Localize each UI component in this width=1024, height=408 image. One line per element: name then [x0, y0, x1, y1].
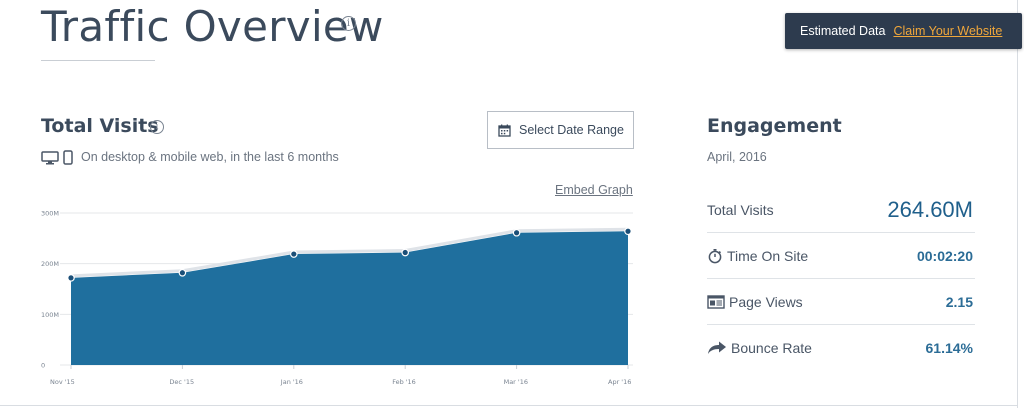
metric-label-time-on-site-group: Time On Site — [707, 248, 808, 264]
device-icons — [41, 150, 73, 165]
engagement-title: Engagement — [707, 115, 842, 137]
data-point — [401, 248, 410, 257]
y-tick-label: 300M — [41, 210, 59, 218]
metric-label-total-visits: Total Visits — [707, 201, 774, 218]
panel-right-border — [1017, 0, 1018, 408]
engagement-date: April, 2016 — [707, 150, 767, 164]
estimated-data-label: Estimated Data — [800, 24, 886, 38]
select-date-range-label: Select Date Range — [519, 123, 624, 137]
metric-row-total-visits: Total Visits 264.60M — [707, 187, 975, 233]
data-point — [624, 227, 632, 236]
claim-website-link[interactable]: Claim Your Website — [893, 24, 1003, 38]
total-visits-info-icon[interactable]: i — [150, 120, 164, 134]
data-point — [67, 274, 75, 282]
y-tick-label: 200M — [41, 260, 59, 268]
metric-value-bounce-rate: 61.14% — [925, 340, 973, 356]
embed-graph-link[interactable]: Embed Graph — [555, 183, 633, 197]
chart-area-layer — [70, 227, 629, 365]
metric-label-page-views-group: Page Views — [707, 294, 803, 310]
estimated-data-banner: Estimated Data Claim Your Website — [785, 13, 1022, 49]
mobile-icon — [63, 150, 73, 165]
chart-points — [67, 227, 632, 282]
x-tick-label: Feb '16 — [392, 378, 416, 386]
stopwatch-icon — [708, 248, 722, 263]
metric-row-time-on-site: Time On Site 00:02:20 — [707, 233, 975, 279]
select-date-range-button[interactable]: Select Date Range — [487, 111, 634, 149]
title-underline — [41, 60, 155, 61]
y-tick-label: 100M — [41, 311, 59, 319]
metric-value-page-views: 2.15 — [945, 293, 973, 310]
metric-label-bounce-rate-group: Bounce Rate — [707, 340, 812, 356]
data-point — [178, 268, 187, 277]
panel-bottom-border — [0, 405, 1018, 406]
metric-row-page-views: Page Views 2.15 — [707, 279, 975, 325]
device-note: On desktop & mobile web, in the last 6 m… — [81, 150, 339, 164]
desktop-icon — [41, 150, 59, 164]
metric-value-total-visits: 264.60M — [887, 196, 973, 222]
x-tick-label: Mar '16 — [504, 378, 528, 386]
calendar-icon — [498, 124, 511, 137]
title-info-icon[interactable]: i — [341, 16, 356, 31]
page-views-icon — [707, 294, 725, 309]
metric-label-page-views: Page Views — [729, 293, 803, 310]
total-visits-title: Total Visits — [41, 115, 159, 137]
total-visits-chart: 0 100M 200M 300M Nov '15 Dec '15 Jan '16 Feb '… — [41, 210, 633, 386]
bounce-arrow-icon — [708, 341, 726, 354]
x-tick-label: Dec '15 — [169, 378, 194, 386]
data-point — [512, 228, 521, 237]
data-point — [289, 250, 298, 258]
metric-label-time-on-site: Time On Site — [727, 247, 809, 264]
metric-row-bounce-rate: Bounce Rate 61.14% — [707, 325, 975, 371]
x-tick-label: Jan '16 — [280, 378, 303, 386]
x-tick-label: Nov '15 — [50, 378, 75, 386]
y-tick-label: 0 — [41, 362, 45, 370]
x-tick-label: Apr '16 — [608, 378, 631, 386]
series-area — [71, 231, 628, 365]
chart-y-ticks: 0 100M 200M 300M — [41, 210, 59, 370]
metric-value-time-on-site: 00:02:20 — [916, 247, 973, 264]
metric-label-bounce-rate: Bounce Rate — [731, 340, 812, 356]
series-halo-line — [70, 227, 629, 278]
page-title: Traffic Overview — [41, 2, 384, 51]
chart-x-ticks: Nov '15 Dec '15 Jan '16 Feb '16 Mar '16 Apr '… — [50, 365, 631, 386]
